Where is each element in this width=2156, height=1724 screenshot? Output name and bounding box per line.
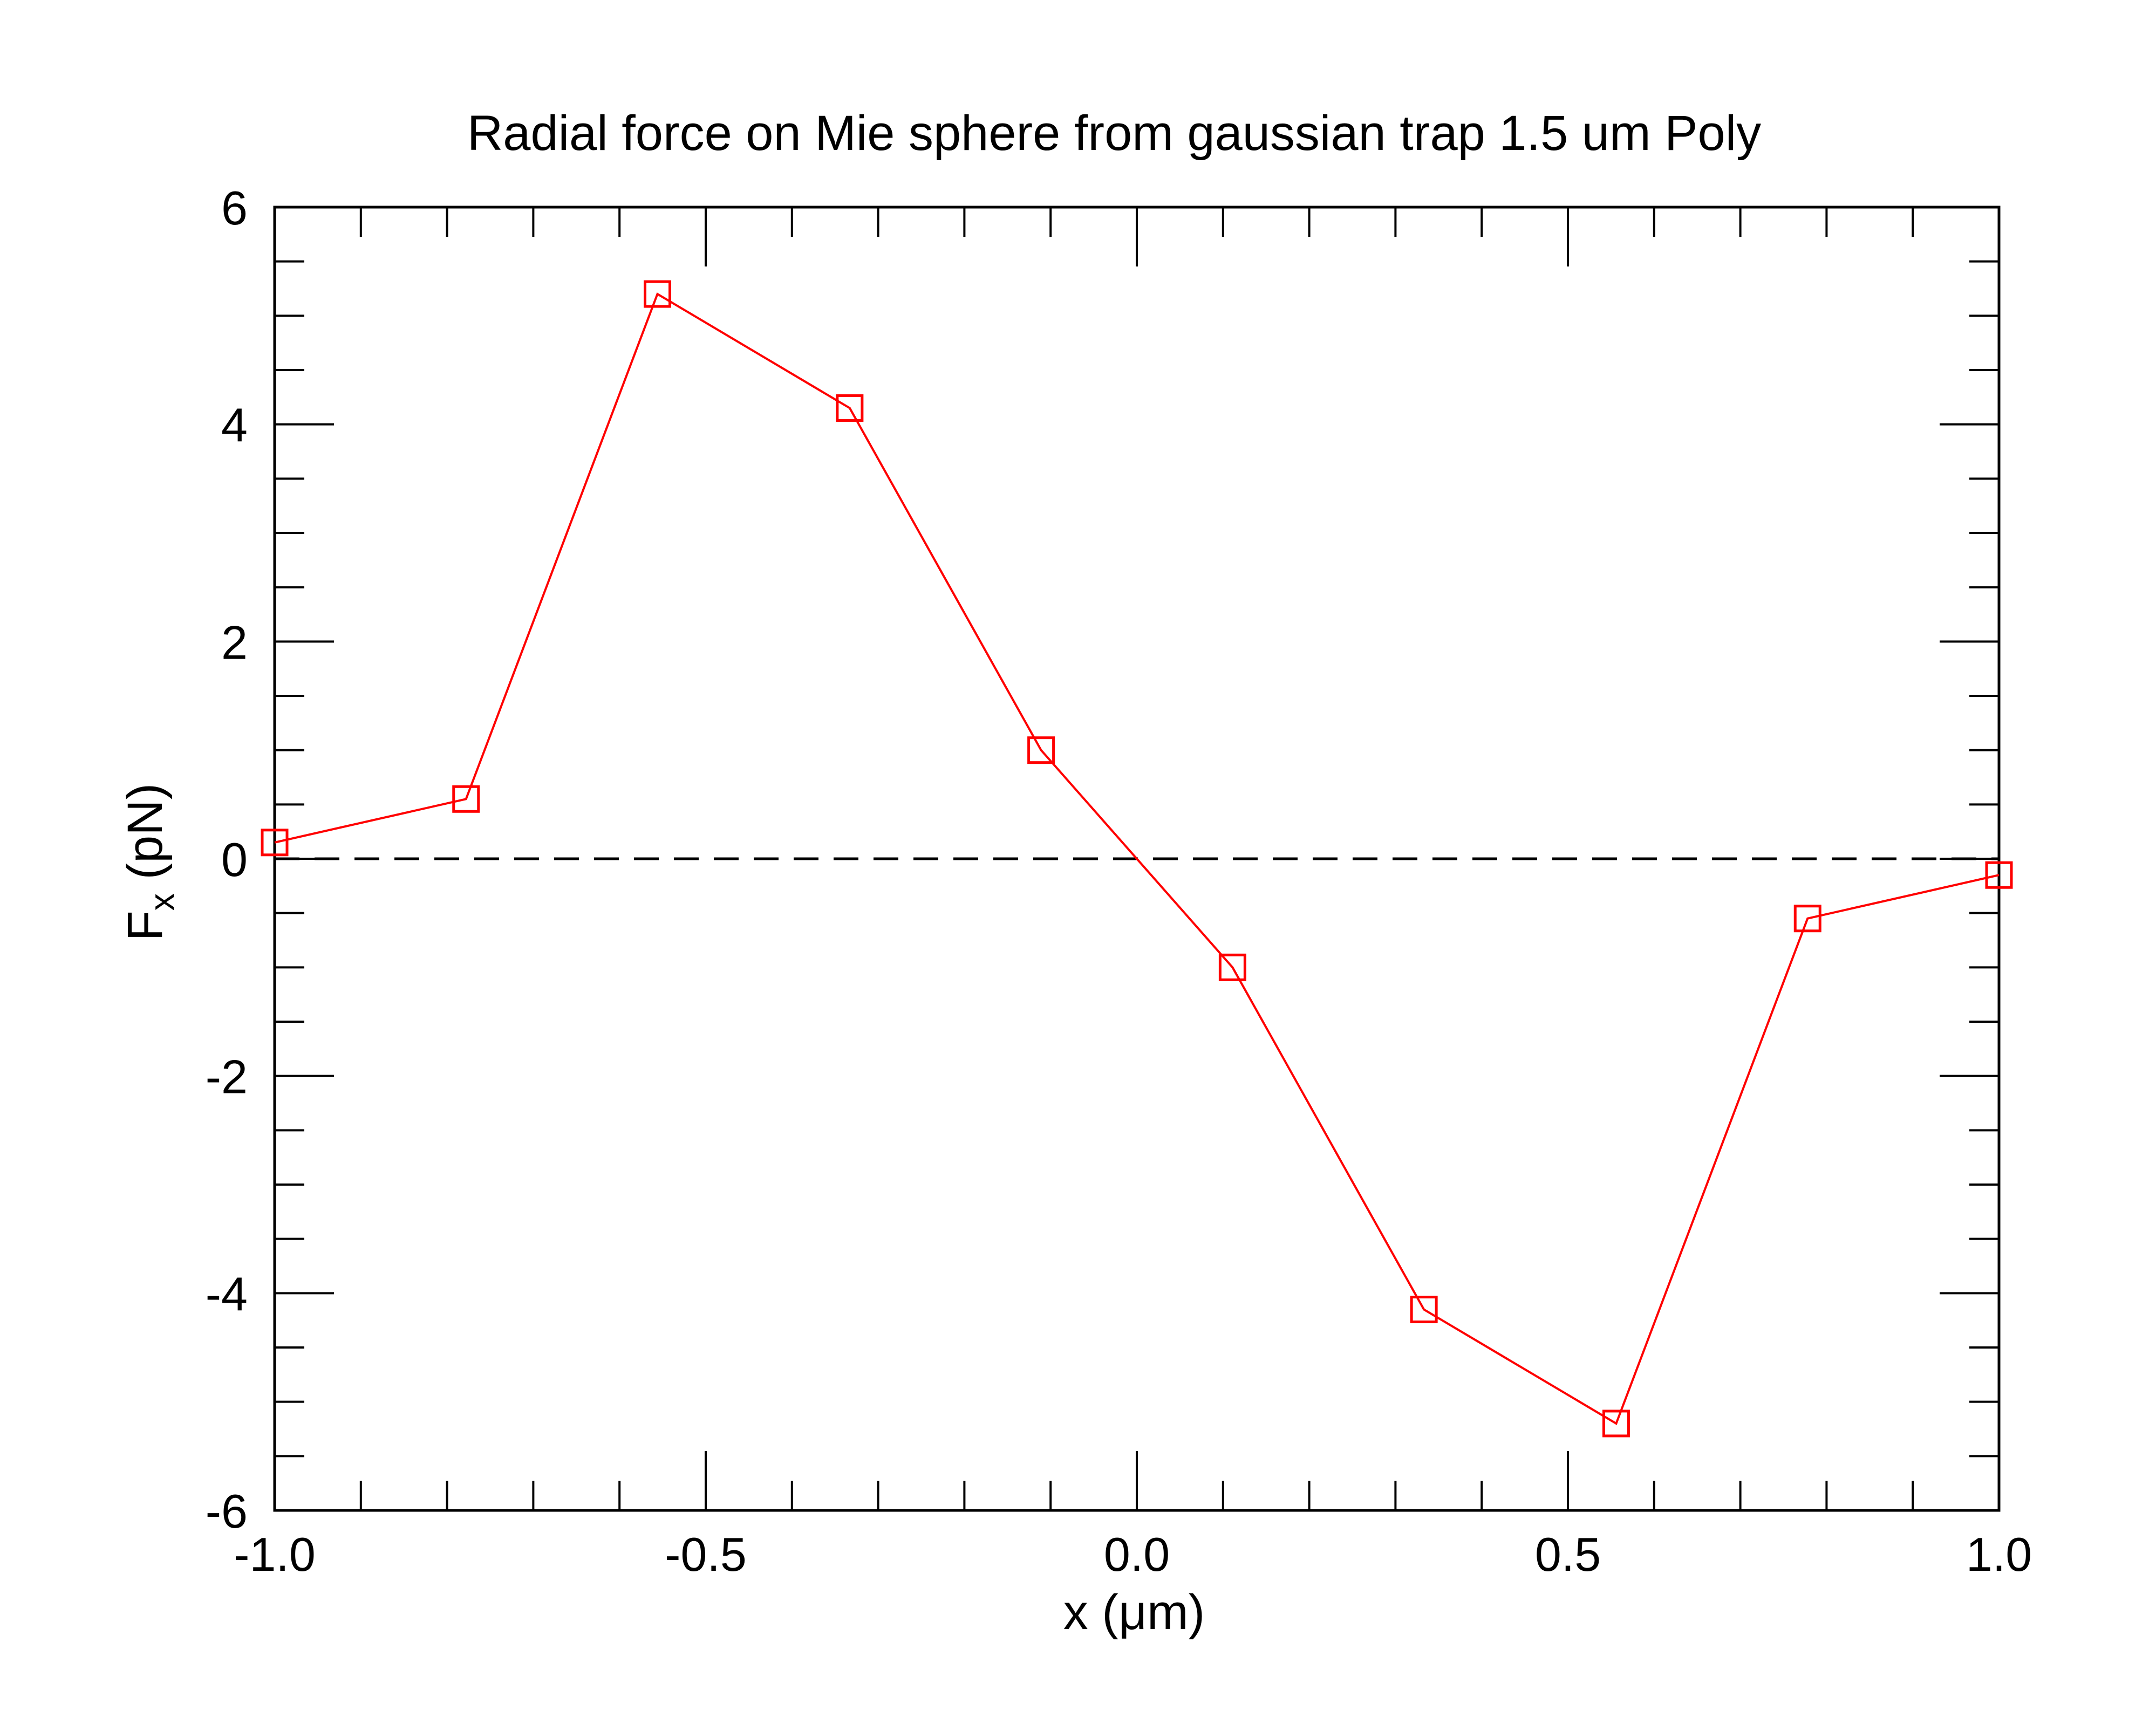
data-point-marker: [644, 280, 672, 308]
data-point-marker: [1410, 1296, 1438, 1324]
y-tick-label: -6: [206, 1484, 248, 1538]
y-tick-label: -4: [206, 1267, 248, 1321]
y-tick-label: 0: [221, 833, 248, 886]
x-tick-label: 0.0: [1104, 1528, 1170, 1581]
data-point-marker: [452, 785, 480, 813]
y-tick-label: 6: [221, 181, 248, 235]
x-tick-label: -1.0: [234, 1528, 316, 1581]
data-point-marker: [836, 394, 864, 422]
y-tick-label: -2: [206, 1050, 248, 1104]
data-point-marker: [261, 829, 289, 857]
x-tick-label: 1.0: [1966, 1528, 2032, 1581]
data-point-marker: [1027, 736, 1055, 764]
data-point-marker: [1985, 861, 2013, 889]
chart-title: Radial force on Mie sphere from gaussian…: [467, 106, 1761, 161]
y-axis-label-subscript: x: [142, 893, 181, 911]
series-line: [274, 292, 2000, 1425]
data-point-marker: [1602, 1410, 1630, 1438]
y-tick-label: 4: [221, 399, 248, 452]
x-tick-label: -0.5: [665, 1528, 747, 1581]
x-tick-label: 0.5: [1535, 1528, 1601, 1581]
y-axis-label: Fx (pN): [118, 783, 181, 941]
y-tick-label: 2: [221, 615, 248, 669]
plot-area: -1.0 -0.5 0.0 0.5 1.0 -6 -4 -2 0 2 4 6: [206, 181, 2032, 1581]
y-axis-label-unit: (pN): [118, 783, 173, 893]
x-axis-label: x (μm): [1063, 1585, 1205, 1640]
data-point-marker: [1218, 953, 1246, 981]
y-axis-label-main: F: [118, 911, 173, 941]
data-point-marker: [1793, 905, 1821, 933]
